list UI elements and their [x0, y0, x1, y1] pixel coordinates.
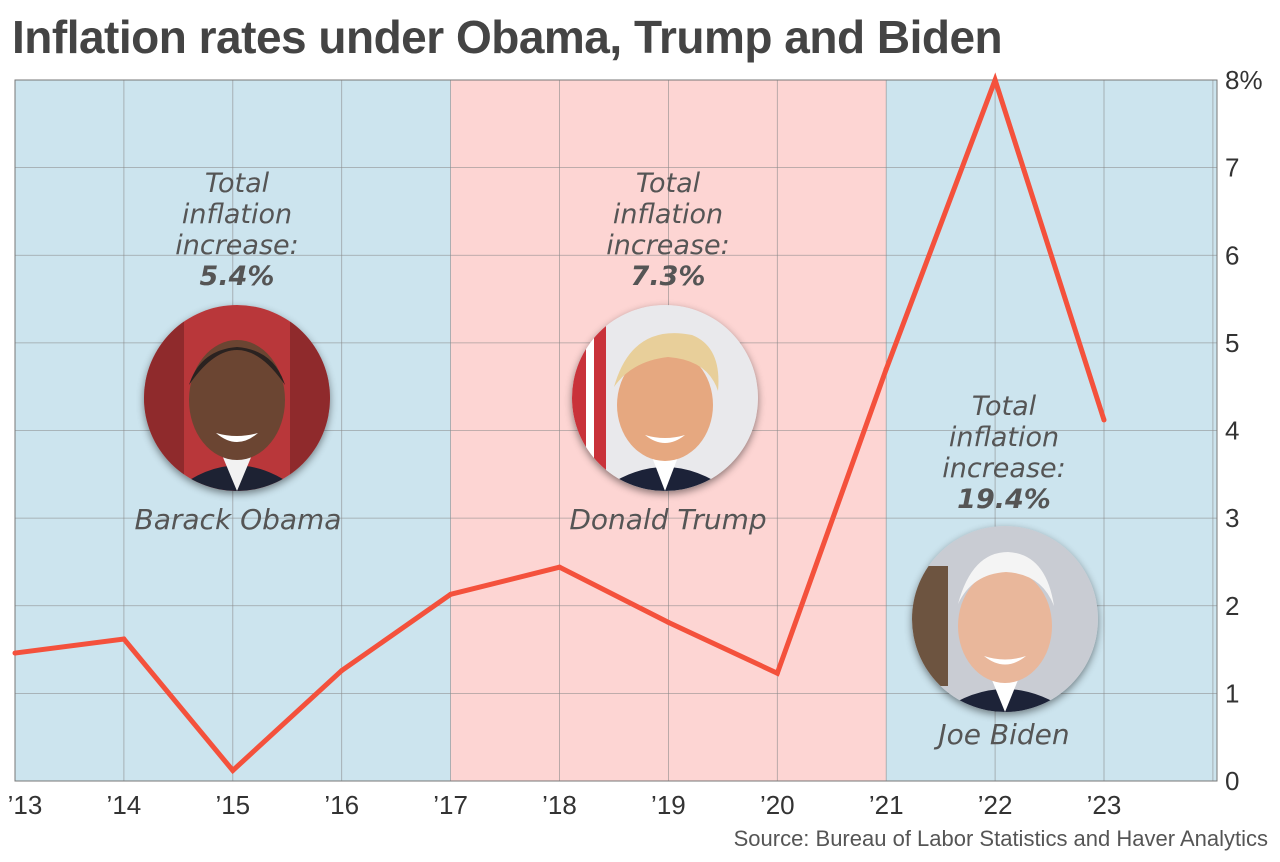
chart-title: Inflation rates under Obama, Trump and B… — [12, 11, 1003, 63]
annotation-line: Total — [635, 168, 701, 199]
data-point — [12, 650, 18, 656]
data-point — [774, 670, 780, 676]
x-tick-label: ’23 — [1087, 790, 1122, 820]
biden-name-label: Joe Biden — [938, 718, 1070, 751]
data-point — [339, 668, 345, 674]
x-tick-label: ’21 — [869, 790, 904, 820]
data-point — [448, 591, 454, 597]
data-point — [121, 636, 127, 642]
annotation-line: inflation — [612, 199, 724, 230]
data-point — [230, 767, 236, 773]
biden-portrait-icon — [912, 526, 1098, 712]
data-point — [1101, 417, 1107, 423]
plot-border — [14, 79, 1218, 782]
data-point — [883, 366, 889, 372]
annotation-line: Total — [971, 391, 1037, 422]
annotation-line: increase: — [175, 230, 299, 261]
trump-total-annotation: Total inflation increase: 7.3% — [568, 168, 768, 292]
data-point — [557, 564, 562, 570]
x-tick-label: ’15 — [215, 790, 250, 820]
annotation-line: inflation — [181, 199, 293, 230]
source-note: Source: Bureau of Labor Statistics and H… — [733, 826, 1268, 851]
x-tick-label: ’13 — [8, 790, 43, 820]
y-tick-label: 4 — [1225, 416, 1239, 446]
x-tick-label: ’18 — [542, 790, 577, 820]
x-tick-label: ’19 — [651, 790, 686, 820]
data-point — [992, 77, 998, 83]
trump-name-label: Donald Trump — [569, 503, 767, 536]
annotation-line: inflation — [948, 422, 1060, 453]
annotation-value: 7.3% — [630, 261, 706, 292]
y-tick-label: 8% — [1225, 65, 1263, 95]
annotation-line: increase: — [606, 230, 730, 261]
y-tick-label: 6 — [1225, 240, 1239, 270]
x-tick-label: ’20 — [760, 790, 795, 820]
x-tick-label: ’22 — [978, 790, 1013, 820]
y-tick-label: 3 — [1225, 503, 1239, 533]
y-tick-label: 1 — [1225, 678, 1239, 708]
obama-total-annotation: Total inflation increase: 5.4% — [137, 168, 337, 292]
annotation-line: Total — [204, 168, 270, 199]
trump-portrait-icon — [572, 305, 758, 491]
y-tick-label: 0 — [1225, 766, 1239, 796]
annotation-value: 19.4% — [957, 484, 1051, 515]
annotation-line: increase: — [942, 453, 1066, 484]
y-tick-label: 2 — [1225, 591, 1239, 621]
obama-name-label: Barack Obama — [134, 503, 342, 536]
obama-portrait-icon — [144, 305, 330, 491]
y-tick-label: 5 — [1225, 328, 1239, 358]
annotation-value: 5.4% — [199, 261, 275, 292]
x-tick-label: ’16 — [324, 790, 359, 820]
biden-total-annotation: Total inflation increase: 19.4% — [904, 391, 1104, 515]
x-tick-label: ’14 — [107, 790, 142, 820]
x-tick-label: ’17 — [433, 790, 468, 820]
data-point — [665, 619, 671, 625]
y-tick-label: 7 — [1225, 153, 1239, 183]
